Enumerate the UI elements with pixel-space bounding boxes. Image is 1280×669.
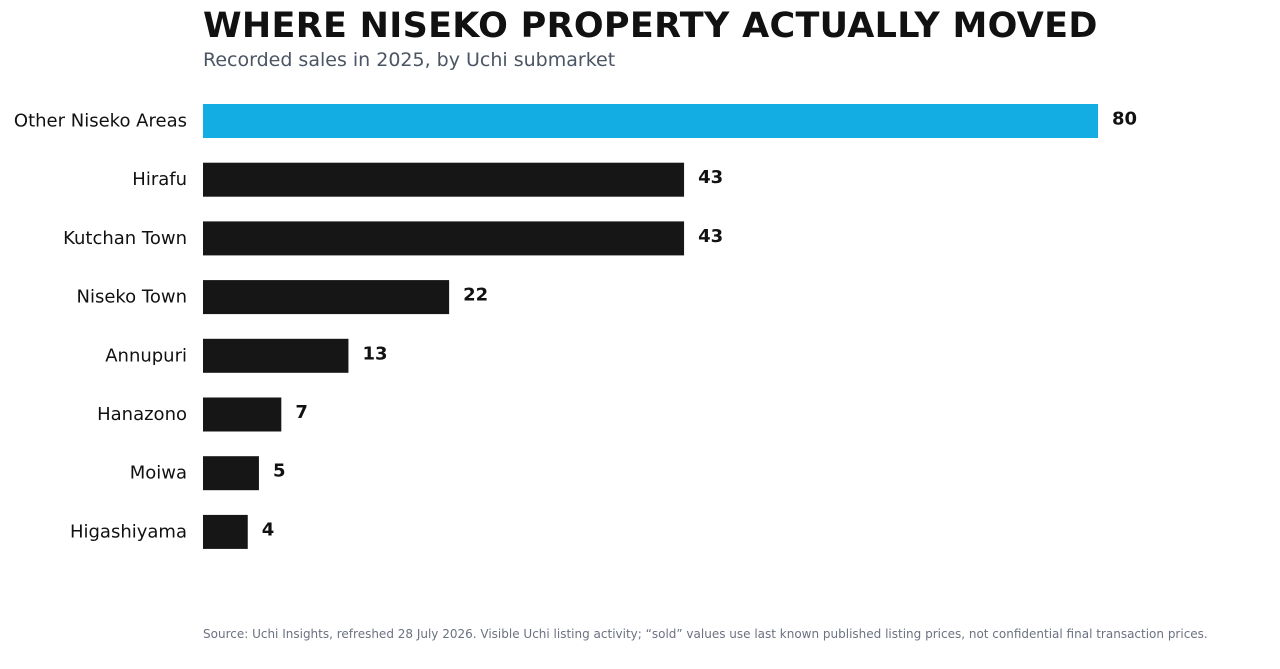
bar-moiwa	[203, 456, 259, 491]
value-label: 80	[1112, 109, 1137, 130]
value-label: 22	[463, 285, 488, 306]
chart-subtitle: Recorded sales in 2025, by Uchi submarke…	[203, 49, 616, 71]
bar-annupuri	[203, 338, 349, 373]
bar-other-niseko-areas	[203, 104, 1098, 138]
category-label: Kutchan Town	[63, 228, 187, 249]
bar-niseko-town	[203, 280, 450, 315]
source-note: Source: Uchi Insights, refreshed 28 July…	[203, 627, 1208, 641]
bar-kutchan-town	[203, 221, 685, 256]
value-label: 43	[698, 226, 723, 247]
value-label: 43	[698, 167, 723, 188]
category-label: Moiwa	[130, 463, 187, 484]
value-label: 5	[273, 461, 286, 482]
category-label: Higashiyama	[70, 521, 187, 542]
category-label: Niseko Town	[76, 287, 187, 308]
bar-higashiyama	[203, 514, 248, 549]
category-label: Other Niseko Areas	[14, 111, 187, 132]
category-label: Hirafu	[132, 169, 187, 190]
bar-hanazono	[203, 397, 282, 432]
category-label: Annupuri	[105, 345, 187, 366]
chart-title: WHERE NISEKO PROPERTY ACTUALLY MOVED	[203, 6, 1098, 46]
value-label: 7	[295, 402, 308, 423]
value-label: 13	[362, 343, 387, 364]
bar-hirafu	[203, 162, 685, 197]
bars-group: Other Niseko Areas 80 Hirafu 43 Kutchan Town…	[14, 104, 1137, 549]
value-label: 4	[262, 519, 275, 540]
category-label: Hanazono	[97, 404, 187, 425]
